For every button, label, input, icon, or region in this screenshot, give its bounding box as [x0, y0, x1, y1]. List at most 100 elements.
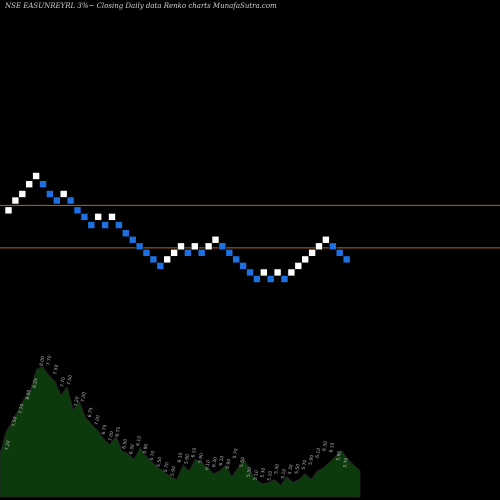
- renko-brick-up: [177, 242, 185, 251]
- renko-brick-down: [46, 190, 54, 198]
- renko-brick-up: [163, 255, 171, 264]
- value-label: 7.50: [52, 364, 60, 375]
- value-label: 5.90: [335, 450, 343, 461]
- value-label: 6.75: [87, 407, 95, 418]
- renko-brick-down: [239, 262, 247, 270]
- value-label: 7.70: [59, 377, 67, 388]
- value-label: 5.10: [266, 470, 274, 481]
- renko-brick-down: [115, 221, 123, 229]
- value-label: 5.50: [156, 456, 164, 467]
- renko-brick-down: [335, 249, 344, 257]
- renko-brick-down: [156, 262, 165, 270]
- value-label: 7.20: [4, 440, 12, 451]
- renko-brick-down: [328, 242, 337, 251]
- renko-brick-down: [218, 242, 227, 251]
- renko-brick-down: [128, 235, 137, 244]
- renko-brick-down: [80, 213, 89, 221]
- renko-brick-down: [225, 249, 234, 257]
- value-label: 7.50: [11, 416, 19, 427]
- volume-area: [0, 365, 361, 498]
- value-label: 5.70: [163, 462, 171, 473]
- value-label: 8.00: [25, 389, 33, 400]
- value-label: 6.10: [135, 435, 143, 446]
- renko-brick-down: [184, 249, 192, 257]
- value-label: 5.10: [252, 470, 260, 481]
- value-label: 5.30: [287, 464, 295, 475]
- value-label: 6.10: [218, 455, 226, 466]
- value-label: 5.30: [259, 467, 267, 478]
- value-label: 8.25: [32, 378, 40, 389]
- renko-brick-up: [294, 262, 303, 270]
- renko-brick-up: [259, 268, 268, 277]
- value-label: 6.10: [315, 447, 323, 458]
- value-label: 6.75: [101, 424, 109, 435]
- value-label: 6.30: [211, 457, 219, 468]
- value-label: 5.50: [239, 457, 247, 468]
- value-label: 5.30: [273, 463, 281, 474]
- renko-brick-up: [32, 172, 40, 180]
- value-label: 7.70: [45, 355, 53, 366]
- value-label: 5.70: [301, 459, 309, 470]
- renko-brick-down: [52, 196, 61, 205]
- value-label: 6.10: [328, 442, 336, 453]
- renko-brick-down: [253, 275, 261, 283]
- value-label: 7.20: [73, 396, 81, 407]
- renko-brick-up: [59, 190, 68, 198]
- renko-brick-up: [191, 242, 199, 251]
- value-label: 7.00: [80, 392, 88, 403]
- renko-brick-up: [308, 249, 316, 257]
- renko-brick-down: [232, 255, 240, 264]
- value-label: 5.70: [232, 448, 240, 459]
- value-label: 5.90: [142, 443, 150, 454]
- renko-brick-up: [18, 190, 27, 198]
- value-label: 5.90: [308, 454, 316, 465]
- value-label: 6.30: [321, 441, 329, 452]
- renko-brick-down: [342, 255, 351, 264]
- renko-brick-up: [170, 249, 178, 257]
- renko-brick-down: [122, 229, 130, 238]
- value-label: 6.50: [121, 438, 129, 449]
- value-label: 5.70: [342, 457, 350, 468]
- renko-brick-up: [108, 213, 116, 221]
- renko-brick-up: [322, 235, 330, 244]
- renko-brick-down: [39, 180, 47, 188]
- renko-brick-down: [66, 196, 75, 205]
- renko-brick-down: [142, 249, 151, 257]
- value-label: 5.50: [294, 463, 302, 474]
- renko-brick-down: [101, 221, 109, 229]
- renko-brick-up: [273, 268, 282, 277]
- value-label: 5.90: [225, 458, 233, 469]
- value-label: 6.10: [177, 452, 185, 463]
- renko-brick-up: [11, 196, 20, 205]
- renko-brick-down: [135, 242, 144, 251]
- renko-brick-down: [246, 268, 254, 277]
- renko-brick-down: [197, 249, 206, 257]
- value-label: 6.30: [128, 444, 136, 455]
- renko-brick-down: [266, 275, 275, 283]
- renko-brick-up: [94, 213, 102, 221]
- value-label: 6.75: [114, 426, 122, 437]
- renko-brick-down: [73, 206, 82, 215]
- value-label: 5.90: [197, 453, 205, 464]
- renko-brick-up: [25, 180, 34, 188]
- renko-brick-up: [287, 268, 296, 277]
- renko-brick-up: [204, 242, 213, 251]
- value-label: 5.10: [280, 468, 288, 479]
- renko-brick-up: [211, 235, 220, 244]
- value-label: 7.50: [66, 375, 74, 386]
- renko-brick-down: [149, 255, 158, 264]
- renko-brick-down: [87, 221, 96, 229]
- renko-brick-up: [315, 242, 323, 251]
- value-label: 5.30: [246, 467, 254, 478]
- value-label: 7.00: [94, 415, 102, 426]
- renko-brick-up: [4, 206, 13, 215]
- value-label: 6.10: [204, 460, 212, 471]
- value-label: 8.00: [39, 356, 47, 367]
- renko-brick-down: [280, 275, 289, 283]
- renko-brick-up: [301, 255, 310, 264]
- value-label: 5.70: [149, 450, 157, 461]
- chart-title: NSE EASUNREYRL 3%~ Closing Daily data Re…: [5, 2, 277, 10]
- value-label: 7.70: [18, 403, 26, 414]
